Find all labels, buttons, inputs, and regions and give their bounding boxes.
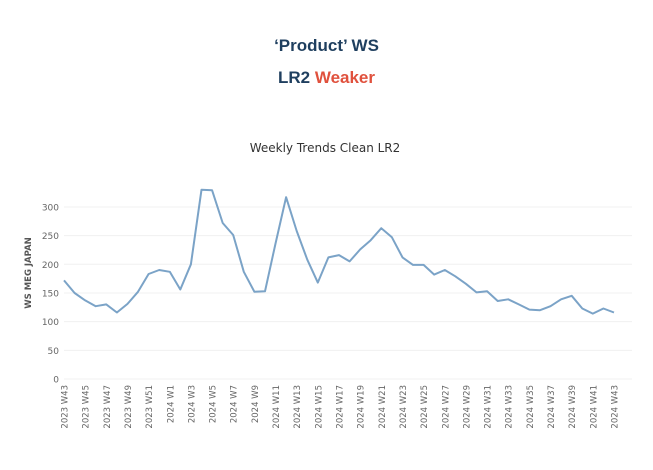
x-tick-label: 2024 W27 (441, 385, 451, 429)
x-tick-label: 2024 W5 (209, 385, 219, 423)
x-tick-label: 2024 W43 (611, 385, 621, 429)
chart-title: Weekly Trends Clean LR2 (250, 141, 401, 155)
x-tick-label: 2024 W13 (293, 385, 303, 429)
x-tick-label: 2024 W9 (251, 385, 261, 423)
y-tick-label: 100 (42, 318, 59, 328)
x-tick-label: 2024 W29 (462, 385, 472, 429)
y-axis-label: WS MEG JAPAN (24, 237, 34, 309)
x-tick-label: 2024 W31 (484, 385, 494, 429)
series-layer (63, 188, 615, 315)
x-tick-label: 2024 W41 (589, 385, 599, 429)
route-label: LR2 (277, 68, 311, 87)
x-axis-ticks: 2023 W43 2023 W45 2023 W47 2023 W49 2023 W51… (61, 385, 621, 429)
x-tick-label: 2024 W39 (568, 385, 578, 429)
x-tick-label: 2024 W1 (166, 385, 176, 423)
x-tick-label: 2024 W15 (314, 385, 324, 429)
x-tick-label: 2024 W35 (526, 385, 536, 429)
page-subtitle: LR2 Weaker (0, 68, 653, 88)
x-tick-label: 2024 W19 (357, 385, 367, 429)
market-status: Weaker (314, 68, 376, 87)
y-tick-label: 50 (48, 347, 60, 357)
x-tick-label: 2024 W17 (336, 385, 346, 429)
y-tick-label: 300 (42, 203, 59, 213)
x-tick-label: 2024 W33 (505, 385, 515, 429)
x-tick-label: 2023 W49 (124, 385, 134, 429)
series-line (63, 188, 615, 315)
y-tick-label: 250 (42, 232, 59, 242)
x-tick-label: 2023 W47 (103, 385, 113, 429)
y-axis-ticks: 0 50 100 150 200 250 300 (42, 203, 59, 385)
x-tick-label: 2024 W37 (547, 385, 557, 429)
page-title: ‘Product’ WS (274, 36, 379, 55)
x-tick-label: 2024 W21 (378, 385, 388, 429)
x-tick-label: 2024 W25 (420, 385, 430, 429)
y-tick-label: 200 (42, 261, 59, 271)
x-tick-label: 2024 W3 (187, 385, 197, 423)
x-tick-label: 2024 W7 (230, 385, 240, 423)
x-tick-label: 2024 W11 (272, 385, 282, 429)
y-tick-label: 150 (42, 289, 59, 299)
chart-grid (64, 206, 632, 380)
x-tick-label: 2023 W51 (145, 385, 155, 429)
x-tick-label: 2023 W43 (61, 385, 71, 429)
y-tick-label: 0 (53, 376, 59, 386)
x-tick-label: 2023 W45 (82, 385, 92, 429)
x-tick-label: 2024 W23 (399, 385, 409, 429)
